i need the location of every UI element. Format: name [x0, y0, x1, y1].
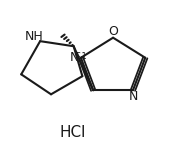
- Text: N: N: [129, 90, 138, 103]
- Text: HCl: HCl: [59, 125, 86, 140]
- Text: &1: &1: [75, 52, 87, 61]
- Text: NH: NH: [25, 30, 44, 43]
- Text: N: N: [70, 50, 79, 63]
- Text: O: O: [108, 25, 118, 38]
